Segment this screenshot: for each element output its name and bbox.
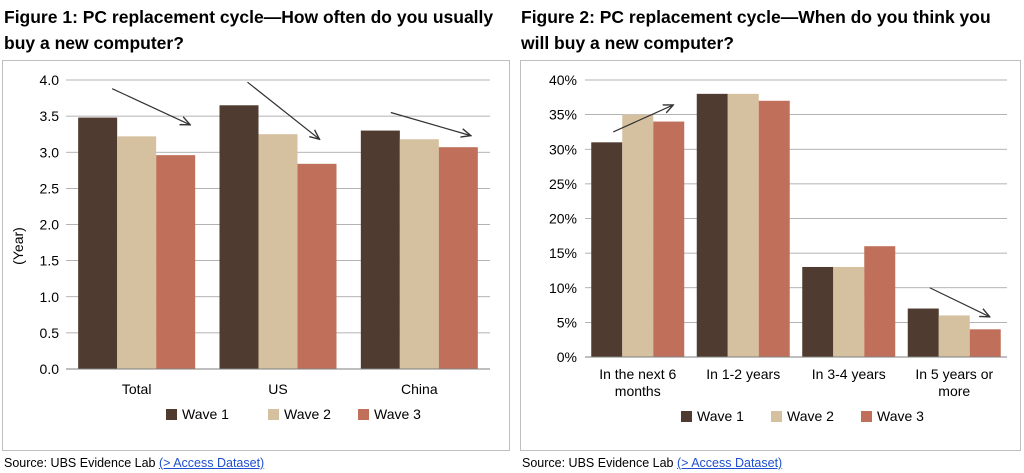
bar-wave-1	[360, 130, 400, 369]
figure-1-panel: Figure 1: PC replacement cycle—How often…	[2, 7, 510, 471]
figure-2-source-text: Source: UBS Evidence Lab	[522, 456, 677, 470]
y-tick-label: 40%	[549, 72, 577, 88]
bar-wave-2	[399, 139, 439, 369]
y-tick-label: 35%	[549, 107, 577, 123]
figure-1-source-text: Source: UBS Evidence Lab	[4, 456, 159, 470]
y-tick-label: 3.0	[40, 144, 60, 160]
trend-arrow	[111, 88, 190, 125]
bar-wave-1	[802, 266, 834, 357]
legend-label: Wave 3	[877, 408, 924, 424]
legend-label: Wave 2	[284, 406, 331, 422]
figure-1-title: Figure 1: PC replacement cycle—How often…	[4, 7, 494, 53]
y-tick-label: 0.0	[40, 361, 60, 377]
x-category-label: In 1-2 years	[706, 366, 780, 382]
legend-swatch	[861, 411, 872, 422]
y-tick-label: 2.5	[40, 180, 60, 196]
y-tick-label: 0%	[557, 349, 577, 365]
trend-arrow	[390, 111, 471, 136]
y-tick-label: 5%	[557, 314, 577, 330]
bar-wave-3	[297, 163, 337, 369]
x-category-label: China	[401, 381, 438, 397]
figure-2-access-dataset-link[interactable]: (> Access Dataset)	[676, 456, 783, 470]
legend-label: Wave 1	[697, 408, 744, 424]
bar-wave-2	[833, 266, 865, 357]
y-axis-label: (Year)	[10, 227, 26, 265]
figure-2-source: Source: UBS Evidence Lab (> Access Datas…	[522, 455, 782, 471]
figure-2-chart-frame: 0% 5% 10% 15% 20% 25% 30% 35% 40% In the next 6 mo…	[520, 60, 1021, 451]
legend-swatch	[268, 409, 279, 420]
bar-wave-1	[219, 105, 259, 369]
y-tick-label: 25%	[549, 176, 577, 192]
bar-wave-1	[907, 308, 939, 357]
bar-wave-2	[938, 315, 970, 357]
x-category-label: Total	[122, 381, 152, 397]
bar-wave-1	[591, 142, 623, 357]
figure-1-chart-frame: 0.0 0.5 1.0 1.5 2.0 2.5 3.0 3.5 4.0 (Year) Total US…	[2, 60, 510, 451]
x-category-label: US	[268, 381, 287, 397]
bar-wave-3	[758, 100, 790, 358]
x-category-label: In 3-4 years	[812, 366, 886, 382]
legend-label: Wave 3	[374, 406, 421, 422]
y-tick-label: 4.0	[40, 72, 60, 88]
figure-2-title: Figure 2: PC replacement cycle—When do y…	[521, 7, 991, 53]
x-category-label: In 5 years or more	[915, 366, 993, 399]
legend-swatch	[166, 409, 177, 420]
figure-2-panel: Figure 2: PC replacement cycle—When do y…	[517, 0, 1024, 473]
bar-wave-3	[969, 329, 1001, 357]
legend-swatch	[771, 411, 782, 422]
bar-wave-1	[78, 117, 118, 369]
y-tick-label: 3.5	[40, 108, 60, 124]
bar-wave-2	[117, 136, 157, 369]
legend-swatch	[358, 409, 369, 420]
trend-arrow	[247, 81, 320, 139]
legend-label: Wave 2	[787, 408, 834, 424]
figure-2-chart: 0% 5% 10% 15% 20% 25% 30% 35% 40% In the next 6 mo…	[549, 72, 1007, 424]
x-category-label: In the next 6 months	[599, 366, 676, 399]
bar-wave-2	[727, 93, 759, 357]
legend-swatch	[681, 411, 692, 422]
y-tick-label: 15%	[549, 245, 577, 261]
y-tick-label: 20%	[549, 211, 577, 227]
y-tick-label: 30%	[549, 141, 577, 157]
trend-arrow	[929, 287, 990, 317]
bar-wave-1	[696, 93, 728, 357]
legend-label: Wave 1	[182, 406, 229, 422]
y-tick-label: 2.0	[40, 217, 60, 233]
figure-1-chart: 0.0 0.5 1.0 1.5 2.0 2.5 3.0 3.5 4.0 (Year) Total US…	[10, 72, 490, 422]
bar-wave-3	[438, 147, 478, 369]
y-tick-label: 1.5	[40, 253, 60, 269]
y-tick-label: 0.5	[40, 325, 60, 341]
y-tick-label: 1.0	[40, 289, 60, 305]
bar-wave-3	[653, 121, 685, 357]
figure-1-access-dataset-link[interactable]: (> Access Dataset)	[158, 456, 265, 470]
bar-wave-3	[864, 246, 896, 357]
y-tick-label: 10%	[549, 280, 577, 296]
bar-wave-3	[156, 155, 196, 369]
trend-arrow	[613, 105, 673, 133]
bar-wave-2	[622, 114, 654, 357]
figure-1-source: Source: UBS Evidence Lab (> Access Datas…	[4, 455, 264, 471]
bar-wave-2	[258, 134, 298, 369]
